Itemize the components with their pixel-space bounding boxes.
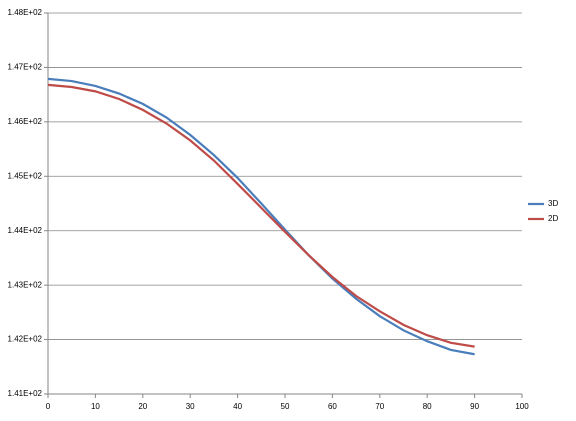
series-line [47, 83, 475, 348]
x-tick-label: 70 [375, 402, 384, 411]
legend-label: 2D [548, 214, 558, 223]
x-tick-label: 0 [46, 402, 51, 411]
y-tick-label: 1.42E+02 [8, 335, 43, 344]
series-line [47, 77, 475, 356]
y-tick-label: 1.47E+02 [8, 63, 43, 72]
x-tick-label: 40 [233, 402, 242, 411]
x-tick-label: 10 [91, 402, 100, 411]
x-tick-label: 50 [281, 402, 290, 411]
x-tick-label: 100 [515, 402, 529, 411]
y-tick-label: 1.48E+02 [8, 8, 43, 17]
x-tick-label: 90 [470, 402, 479, 411]
x-tick-label: 80 [423, 402, 432, 411]
y-tick-label: 1.45E+02 [8, 171, 43, 180]
x-tick-label: 20 [138, 402, 147, 411]
x-tick-label: 30 [186, 402, 195, 411]
y-tick-label: 1.43E+02 [8, 280, 43, 289]
x-tick-label: 60 [328, 402, 337, 411]
legend-label: 3D [548, 199, 558, 208]
y-tick-label: 1.46E+02 [8, 117, 43, 126]
y-tick-label: 1.41E+02 [8, 389, 43, 398]
y-tick-label: 1.44E+02 [8, 226, 43, 235]
